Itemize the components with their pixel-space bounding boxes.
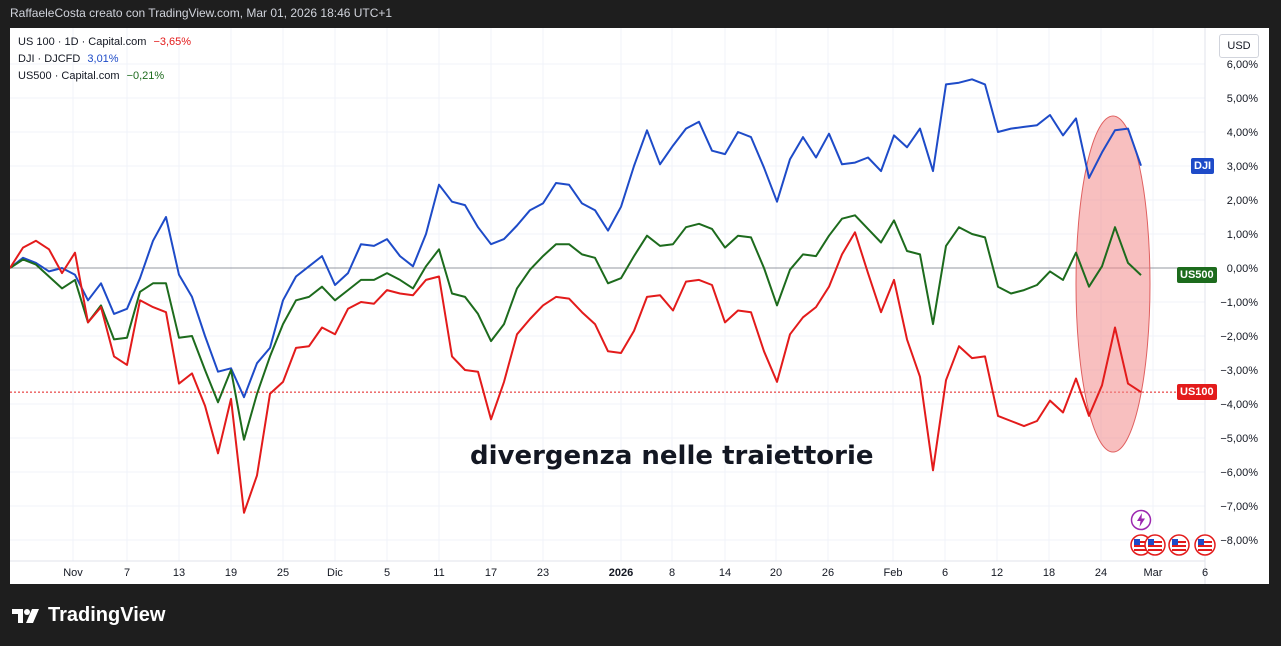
- us-flag-icon[interactable]: [1144, 534, 1166, 556]
- x-tick-label: 13: [173, 567, 185, 579]
- y-tick-label: −2,00%: [1220, 331, 1258, 343]
- chart-panel[interactable]: 6,00% 5,00% 4,00% 3,00% 2,00% 1,00% 0,00% −1,00…: [10, 28, 1269, 584]
- event-flags: [1130, 534, 1216, 556]
- y-tick-label: 5,00%: [1227, 93, 1258, 105]
- x-tick-label: 6: [1202, 567, 1208, 579]
- series-line-us500[interactable]: [10, 214, 1142, 441]
- last-value-tag-us100: US100: [1177, 384, 1217, 401]
- us-flag-icon[interactable]: [1168, 534, 1190, 556]
- x-tick-label: 18: [1043, 567, 1055, 579]
- y-tick-label: −7,00%: [1220, 501, 1258, 513]
- legend-title: US500 · Capital.com: [18, 70, 120, 82]
- y-tick-label: −4,00%: [1220, 399, 1258, 411]
- legend-change: −0,21%: [126, 70, 165, 82]
- brand-name: TradingView: [48, 604, 166, 626]
- highlight-ellipse: [1075, 115, 1151, 453]
- x-tick-label: 14: [719, 567, 731, 579]
- y-tick-label: −1,00%: [1220, 297, 1258, 309]
- chart-caption: RaffaeleCosta creato con TradingView.com…: [10, 6, 393, 20]
- x-tick-label: Dic: [327, 567, 343, 579]
- x-tick-label: 20: [770, 567, 782, 579]
- price-axis: 6,00% 5,00% 4,00% 3,00% 2,00% 1,00% 0,00% −1,00…: [1220, 59, 1258, 547]
- chart-plot[interactable]: 6,00% 5,00% 4,00% 3,00% 2,00% 1,00% 0,00% −1,00…: [10, 28, 1269, 584]
- y-tick-label: −5,00%: [1220, 433, 1258, 445]
- y-tick-label: 1,00%: [1227, 229, 1258, 241]
- x-tick-label: 11: [433, 567, 444, 579]
- brand-logo[interactable]: TradingView: [12, 604, 165, 627]
- series-line-dji[interactable]: [10, 78, 1142, 399]
- currency-button[interactable]: USD: [1219, 34, 1259, 58]
- x-tick-label: 12: [991, 567, 1003, 579]
- y-tick-label: 2,00%: [1227, 195, 1258, 207]
- x-tick-label: Nov: [63, 567, 83, 579]
- x-tick-label: 19: [225, 567, 237, 579]
- x-tick-label: 2026: [609, 567, 633, 579]
- x-tick-label: 8: [669, 567, 675, 579]
- y-tick-label: 3,00%: [1227, 161, 1258, 173]
- tradingview-logo-icon: [12, 608, 39, 623]
- series-line-us100[interactable]: [10, 231, 1142, 514]
- legend-title: US 100 · 1D · Capital.com: [18, 36, 147, 48]
- y-tick-label: −3,00%: [1220, 365, 1258, 377]
- time-axis: Nov 7 13 19 25 Dic 5 11 17 23 2026 8 14 20 26 Feb 6 12 18 2…: [63, 567, 1208, 579]
- x-tick-label: Feb: [884, 567, 903, 579]
- x-tick-label: 25: [277, 567, 289, 579]
- y-tick-label: −8,00%: [1220, 535, 1258, 547]
- y-tick-label: 4,00%: [1227, 127, 1258, 139]
- legend-item-us100[interactable]: US 100 · 1D · Capital.com −3,65%: [18, 34, 191, 51]
- x-tick-label: 26: [822, 567, 834, 579]
- y-tick-label: 6,00%: [1227, 59, 1258, 71]
- legend-title: DJI · DJCFD: [18, 53, 81, 65]
- us-flag-icon[interactable]: [1194, 534, 1216, 556]
- x-tick-label: 23: [537, 567, 549, 579]
- legend: US 100 · 1D · Capital.com −3,65% DJI · D…: [18, 34, 191, 85]
- legend-change: −3,65%: [153, 36, 192, 48]
- x-tick-label: 7: [124, 567, 130, 579]
- y-tick-label: −6,00%: [1220, 467, 1258, 479]
- x-tick-label: 17: [485, 567, 497, 579]
- last-value-tag-us500: US500: [1177, 267, 1217, 284]
- x-tick-label: 6: [942, 567, 948, 579]
- legend-item-us500[interactable]: US500 · Capital.com −0,21%: [18, 68, 191, 85]
- lightning-icon[interactable]: [1130, 509, 1152, 531]
- series-layer: [10, 78, 1142, 514]
- legend-item-dji[interactable]: DJI · DJCFD 3,01%: [18, 51, 191, 68]
- last-value-tag-dji: DJI: [1191, 157, 1215, 174]
- grid: [10, 28, 1206, 561]
- x-tick-label: 24: [1095, 567, 1107, 579]
- x-tick-label: Mar: [1144, 567, 1163, 579]
- chart-annotation: divergenza nelle traiettorie: [470, 441, 874, 471]
- legend-change: 3,01%: [87, 53, 119, 65]
- x-tick-label: 5: [384, 567, 390, 579]
- y-tick-label: 0,00%: [1227, 263, 1258, 275]
